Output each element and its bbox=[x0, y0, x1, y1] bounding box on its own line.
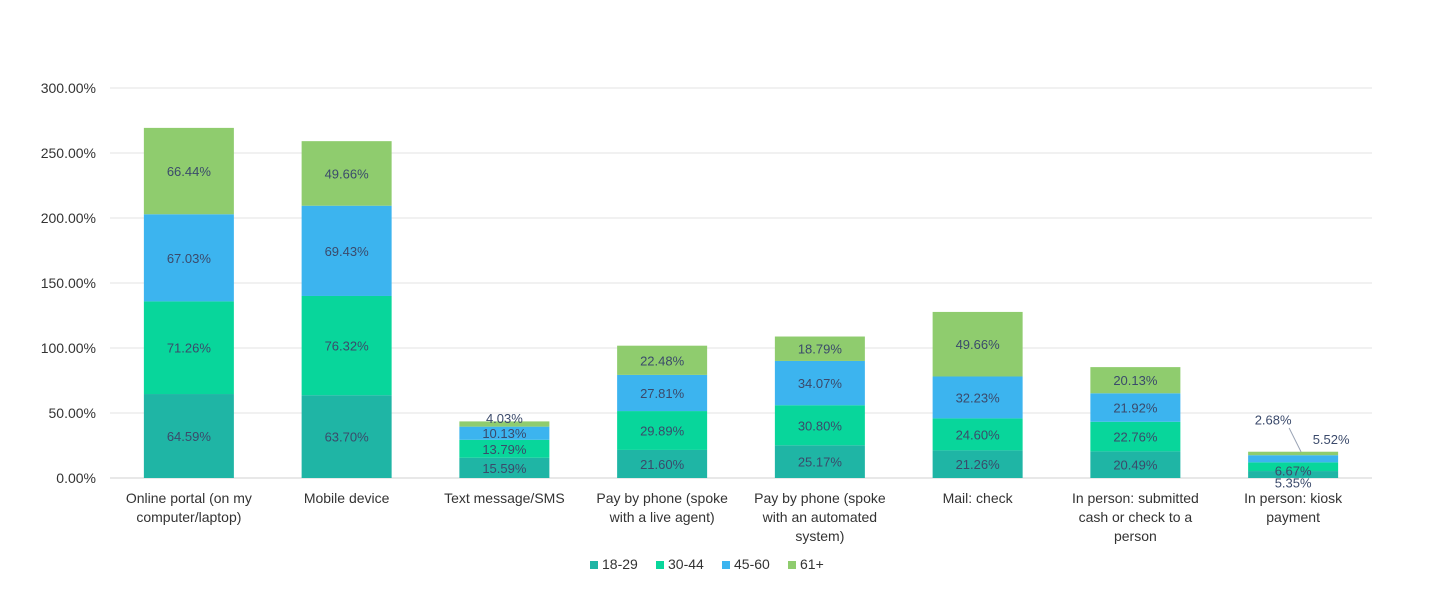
bar-segment-18-29 bbox=[459, 457, 550, 478]
data-label: 5.52% bbox=[1313, 432, 1350, 447]
bar-segment-18-29 bbox=[617, 449, 708, 478]
legend-label: 30-44 bbox=[668, 556, 704, 572]
data-labels-layer: 64.59% 71.26% 67.03% 66.44% 63.70% 76.32% 69.4… bbox=[167, 164, 1350, 490]
y-tick-label: 250.00% bbox=[41, 145, 96, 161]
bar-segment-18-29 bbox=[143, 394, 234, 478]
x-category-label: Text message/SMS bbox=[444, 490, 565, 506]
y-tick-label: 300.00% bbox=[41, 80, 96, 96]
data-label: 32.23% bbox=[956, 390, 1001, 405]
y-tick-label: 200.00% bbox=[41, 210, 96, 226]
x-category-label: Mobile device bbox=[304, 490, 390, 506]
data-label: 49.66% bbox=[956, 337, 1001, 352]
bar-segment-61+ bbox=[459, 421, 550, 427]
data-label: 21.26% bbox=[956, 457, 1001, 472]
bar-segment-30-44 bbox=[301, 295, 392, 396]
legend-label: 45-60 bbox=[734, 556, 770, 572]
bar-segment-61+ bbox=[1090, 367, 1181, 394]
legend-item-18-29: 18-29 bbox=[590, 556, 638, 572]
x-category-label: Mail: check bbox=[943, 490, 1014, 506]
data-label: 71.26% bbox=[167, 341, 212, 356]
bar-segment-30-44 bbox=[1248, 462, 1339, 472]
data-label: 69.43% bbox=[325, 244, 370, 259]
legend-label: 61+ bbox=[800, 556, 824, 572]
data-label: 25.17% bbox=[798, 455, 843, 470]
data-label: 49.66% bbox=[325, 166, 370, 181]
data-label: 5.35% bbox=[1275, 476, 1312, 491]
bar-segment-61+ bbox=[774, 336, 865, 361]
bar-segment-61+ bbox=[143, 127, 234, 215]
data-label: 24.60% bbox=[956, 427, 1001, 442]
y-tick-label: 150.00% bbox=[41, 275, 96, 291]
data-label: 22.48% bbox=[640, 353, 685, 368]
bar-segment-18-29 bbox=[774, 445, 865, 478]
data-label: 22.76% bbox=[1113, 430, 1158, 445]
data-label: 20.13% bbox=[1113, 373, 1158, 388]
category-labels-layer: Online portal (on my computer/laptop) Mobi… bbox=[126, 490, 1343, 544]
data-label: 76.32% bbox=[325, 339, 370, 354]
legend-swatch bbox=[722, 561, 730, 569]
bar-segment-30-44 bbox=[774, 405, 865, 446]
data-label: 34.07% bbox=[798, 376, 843, 391]
legend-item-61+: 61+ bbox=[788, 556, 824, 572]
data-label: 15.59% bbox=[482, 461, 527, 476]
data-label: 21.60% bbox=[640, 457, 685, 472]
bar-segment-61+ bbox=[617, 345, 708, 375]
data-label: 64.59% bbox=[167, 429, 212, 444]
y-tick-label: 0.00% bbox=[56, 470, 96, 486]
legend: 18-29 30-44 45-60 61+ bbox=[590, 556, 824, 572]
data-label: 6.67% bbox=[1275, 464, 1312, 479]
legend-swatch bbox=[656, 561, 664, 569]
data-label: 20.49% bbox=[1113, 458, 1158, 473]
bar-segment-30-44 bbox=[459, 439, 550, 458]
bar-segment-61+ bbox=[932, 311, 1023, 377]
data-label: 30.80% bbox=[798, 418, 843, 433]
x-category-label: In person: submitted cash or check to a pe… bbox=[1072, 490, 1199, 544]
bar-segment-18-29 bbox=[932, 450, 1023, 478]
bar-segment-61+ bbox=[301, 141, 392, 206]
data-label: 29.89% bbox=[640, 423, 685, 438]
x-category-label: Online portal (on my computer/laptop) bbox=[126, 490, 252, 525]
bar-segment-45-60 bbox=[932, 376, 1023, 419]
data-label: 27.81% bbox=[640, 386, 685, 401]
data-label: 10.13% bbox=[482, 426, 527, 441]
bar-segment-18-29 bbox=[1248, 471, 1339, 478]
bar-segment-30-44 bbox=[617, 411, 708, 450]
bars-layer bbox=[143, 127, 1339, 478]
bar-segment-45-60 bbox=[1248, 455, 1339, 463]
bar-segment-45-60 bbox=[143, 214, 234, 302]
bar-segment-45-60 bbox=[617, 374, 708, 412]
bar-segment-45-60 bbox=[774, 360, 865, 406]
legend-swatch bbox=[788, 561, 796, 569]
data-label: 63.70% bbox=[325, 430, 370, 445]
data-label: 4.03% bbox=[486, 411, 523, 426]
leader-line bbox=[1288, 427, 1302, 453]
bar-segment-45-60 bbox=[1090, 393, 1181, 422]
bar-segment-61+ bbox=[1248, 451, 1339, 456]
bar-segment-45-60 bbox=[301, 205, 392, 296]
data-label: 21.92% bbox=[1113, 401, 1158, 416]
bar-segment-18-29 bbox=[1090, 451, 1181, 478]
bar-segment-30-44 bbox=[932, 418, 1023, 451]
x-category-label: Pay by phone (spoke with a live agent) bbox=[596, 490, 728, 525]
x-category-label: In person: kiosk payment bbox=[1244, 490, 1343, 525]
x-category-label: Pay by phone (spoke with an automated syst… bbox=[754, 490, 886, 544]
legend-item-45-60: 45-60 bbox=[722, 556, 770, 572]
data-label: 13.79% bbox=[482, 442, 527, 457]
data-label: 18.79% bbox=[798, 342, 843, 357]
data-label: 66.44% bbox=[167, 164, 212, 179]
y-tick-label: 100.00% bbox=[41, 340, 96, 356]
y-tick-label: 50.00% bbox=[49, 405, 96, 421]
data-label: 2.68% bbox=[1255, 412, 1292, 427]
legend-swatch bbox=[590, 561, 598, 569]
bar-segment-18-29 bbox=[301, 395, 392, 478]
data-label: 67.03% bbox=[167, 251, 212, 266]
bar-segment-30-44 bbox=[1090, 421, 1181, 452]
bar-segment-30-44 bbox=[143, 301, 234, 395]
legend-label: 18-29 bbox=[602, 556, 638, 572]
bar-segment-45-60 bbox=[459, 426, 550, 440]
legend-item-30-44: 30-44 bbox=[656, 556, 704, 572]
